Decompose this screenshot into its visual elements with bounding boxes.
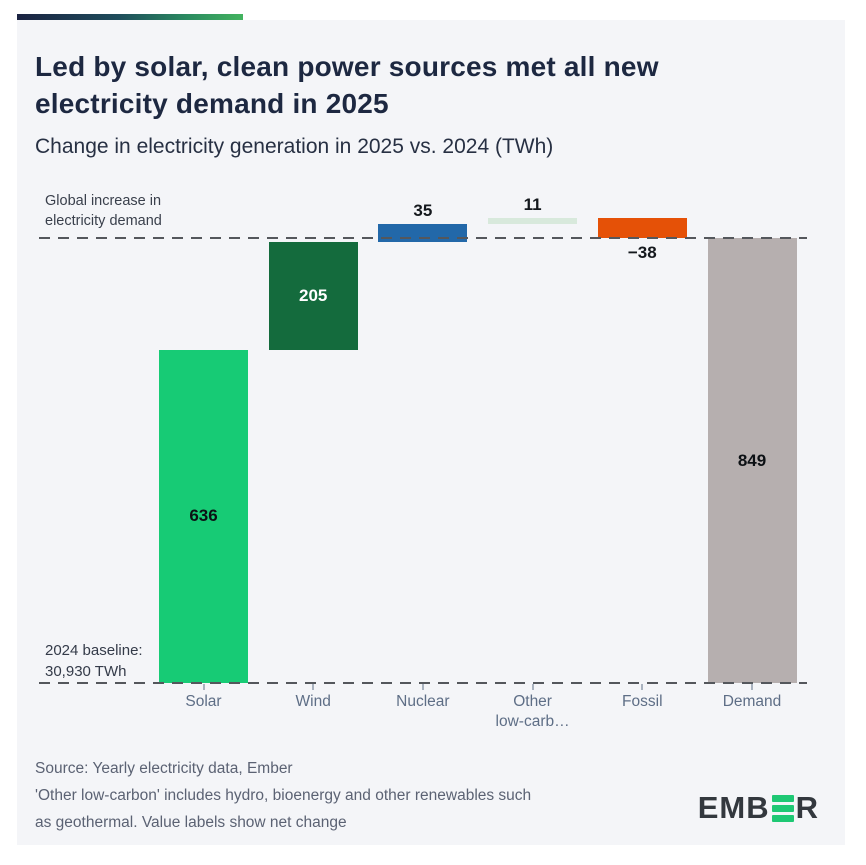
brand-gradient-stripe <box>17 14 243 20</box>
bar-nuclear[interactable] <box>378 223 468 243</box>
axis-tick-nuclear <box>421 684 424 690</box>
axis-tick-wind <box>312 684 315 690</box>
logo-text-suffix: R <box>795 790 819 825</box>
demand-reference-line <box>39 237 807 239</box>
chart-subtitle: Change in electricity generation in 2025… <box>35 135 554 158</box>
chart-card: Led by solar, clean power sources met al… <box>17 20 845 845</box>
bar-other-low-carbon[interactable] <box>488 218 578 224</box>
bar-solar[interactable] <box>159 349 248 683</box>
axis-label-fossil: Fossil <box>622 693 663 710</box>
bar-demand[interactable] <box>707 238 797 683</box>
axis-label-demand: Demand <box>722 693 782 710</box>
axis-tick-solar <box>202 684 205 690</box>
waterfall-chart: Global increase in electricity demand 20… <box>17 20 845 845</box>
value-label-wind: 205 <box>299 285 328 305</box>
ember-logo[interactable]: EMB R <box>697 790 819 825</box>
axis-label-other-low-carbon: Other low-carb… <box>495 693 570 730</box>
axis-label-wind: Wind <box>295 693 331 710</box>
baseline-reference-line <box>39 682 807 684</box>
bar-fossil[interactable] <box>597 218 687 238</box>
logo-e-icon <box>771 794 794 822</box>
axis-tick-demand <box>751 684 753 690</box>
demand-line-label: Global increase in electricity demand <box>45 193 162 229</box>
value-label-demand: 849 <box>737 450 767 470</box>
axis-label-nuclear: Nuclear <box>396 693 450 710</box>
source-note: Source: Yearly electricity data, Ember '… <box>35 760 532 831</box>
baseline-label: 2024 baseline: 30,930 TWh <box>45 642 143 680</box>
value-label-other-low-carbon: 11 <box>523 195 542 215</box>
axis-label-solar: Solar <box>185 693 222 710</box>
axis-tick-other-low-carbon <box>531 684 534 690</box>
axis-tick-fossil <box>641 684 644 690</box>
logo-text-prefix: EMB <box>697 790 770 825</box>
value-label-solar: 636 <box>189 506 218 526</box>
value-label-nuclear: 35 <box>413 200 433 220</box>
bar-wind[interactable] <box>268 242 358 350</box>
value-label-fossil: −38 <box>627 243 657 262</box>
chart-title: Led by solar, clean power sources met al… <box>35 51 659 119</box>
